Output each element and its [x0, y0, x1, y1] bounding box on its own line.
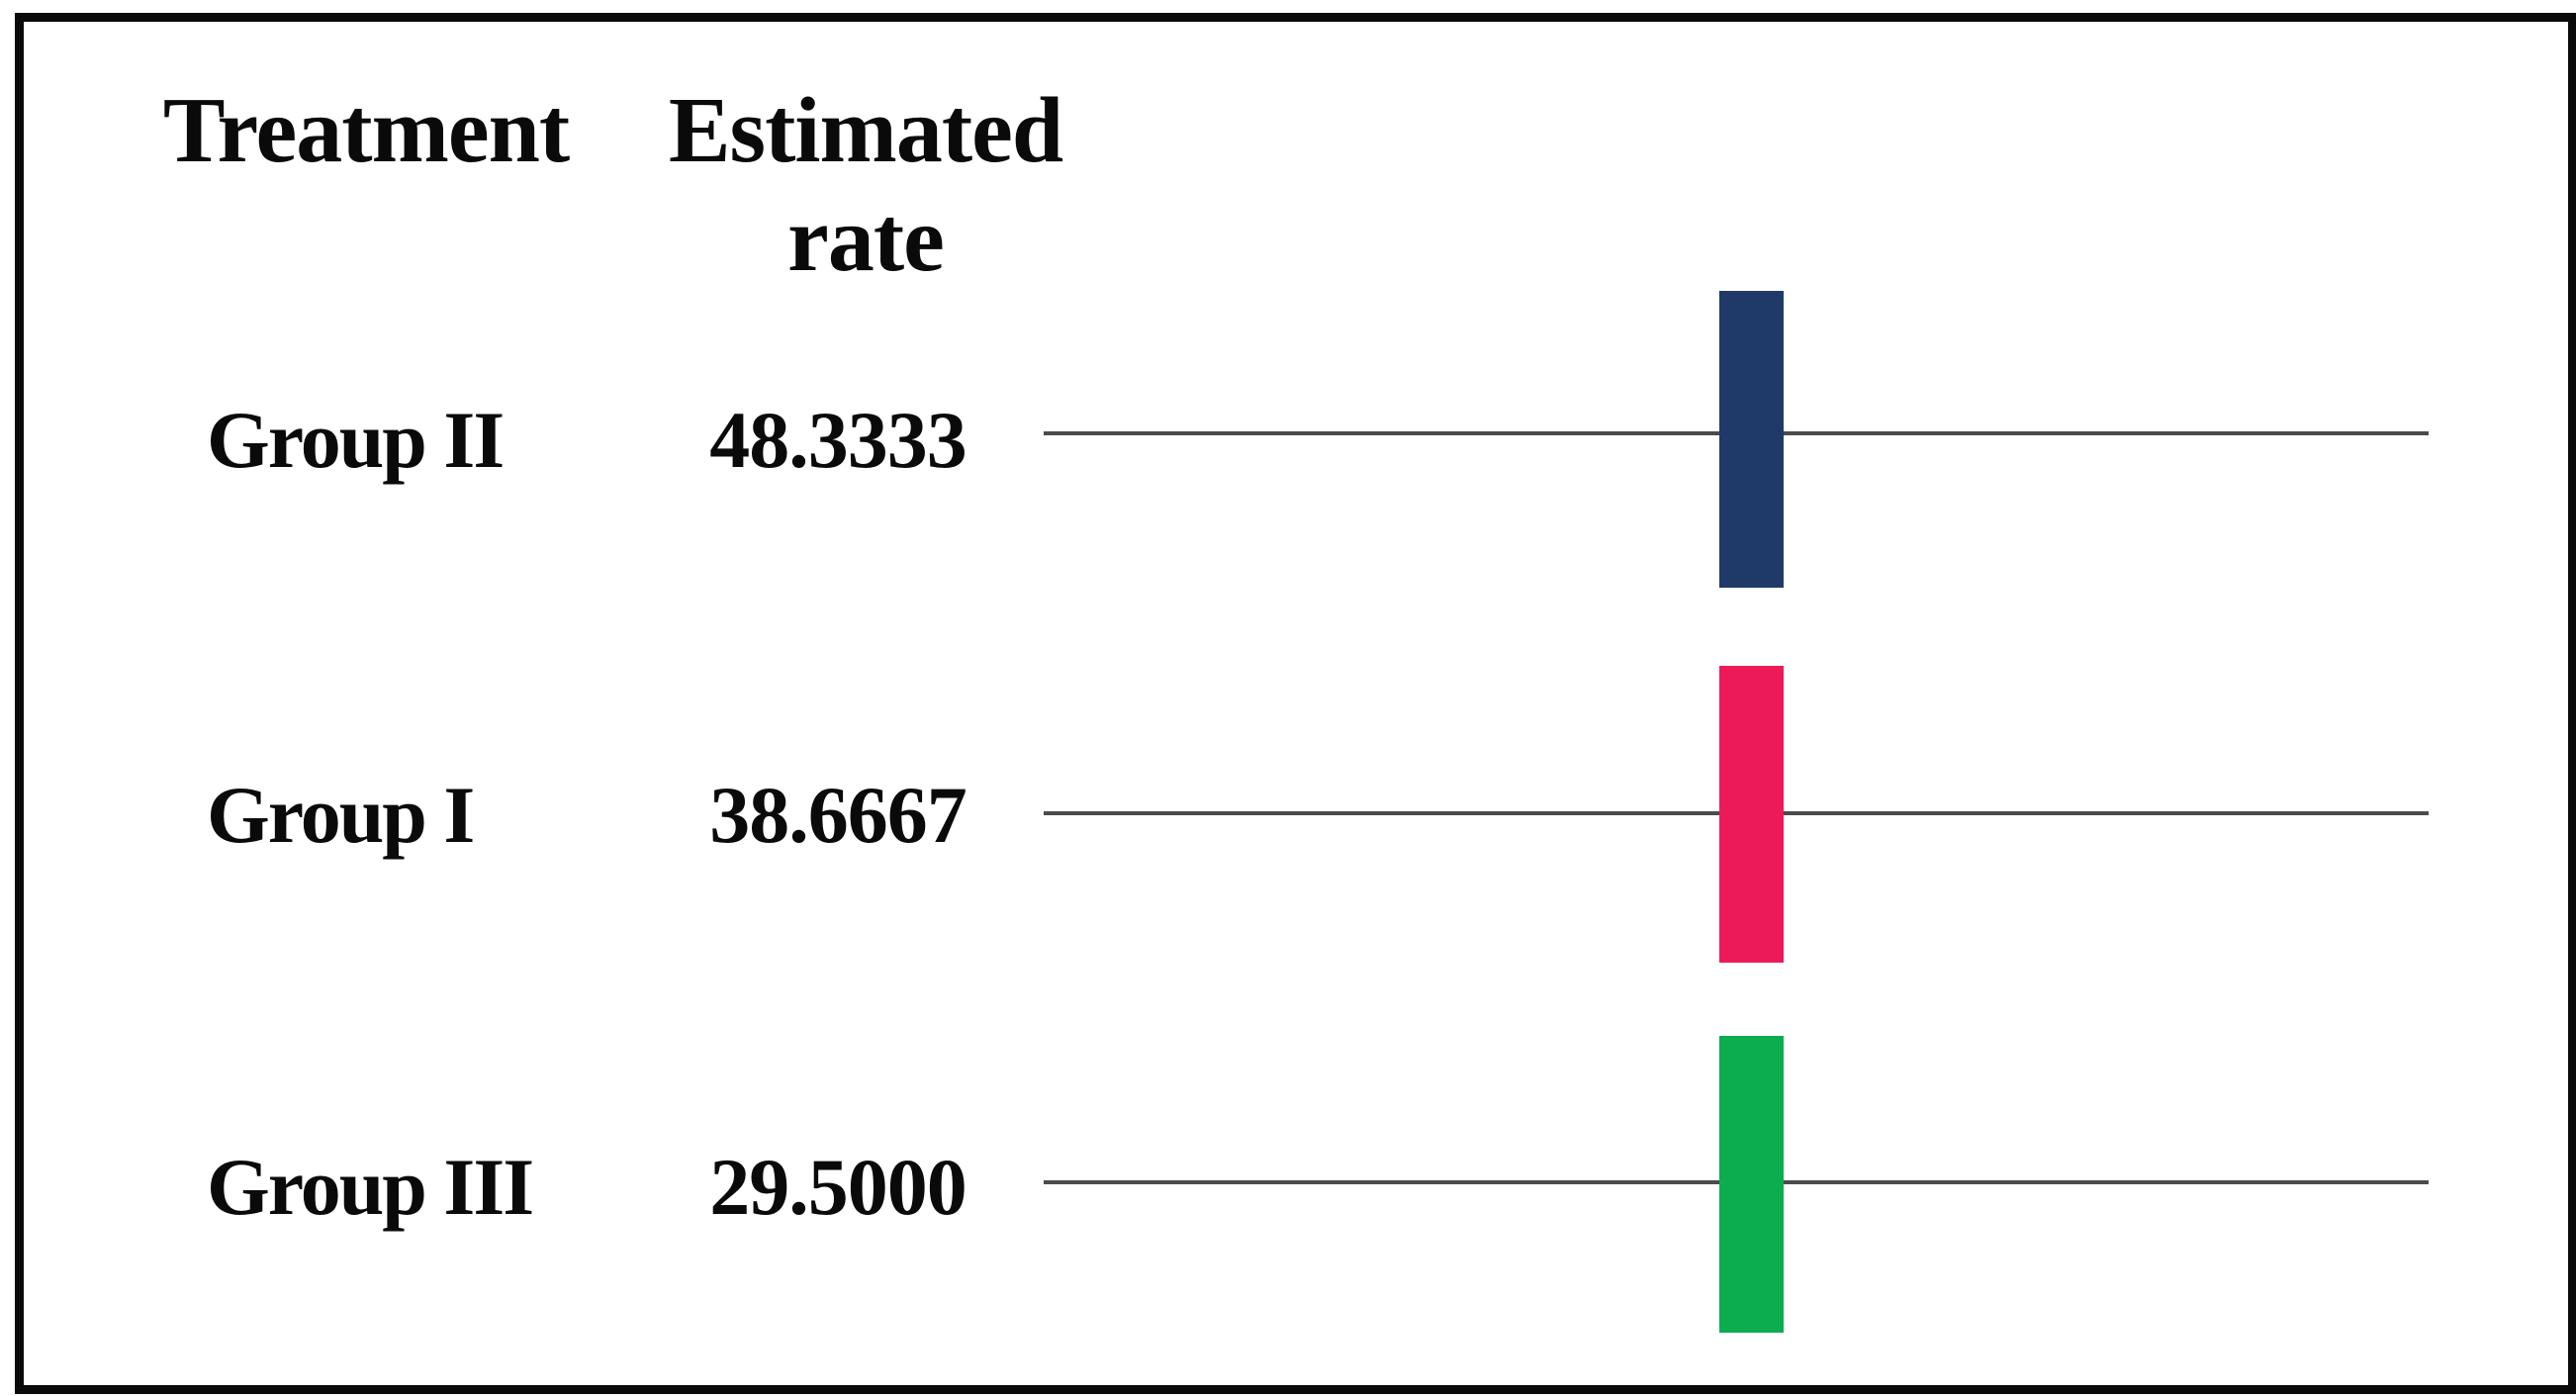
row-value-group-ii: 48.3333	[709, 395, 967, 485]
bar-marker-group-iii	[1719, 1036, 1784, 1333]
row-value-group-iii: 29.5000	[709, 1142, 967, 1232]
row-label-group-iii: Group III	[207, 1142, 534, 1232]
bar-marker-group-i	[1719, 666, 1784, 963]
bar-marker-group-ii	[1719, 291, 1784, 588]
column-header-estimated-rate: Estimated rate	[668, 79, 1063, 291]
column-header-treatment: Treatment	[162, 79, 570, 182]
row-label-group-i: Group I	[207, 770, 475, 860]
row-value-group-i: 38.6667	[709, 770, 967, 860]
row-label-group-ii: Group II	[207, 395, 505, 485]
